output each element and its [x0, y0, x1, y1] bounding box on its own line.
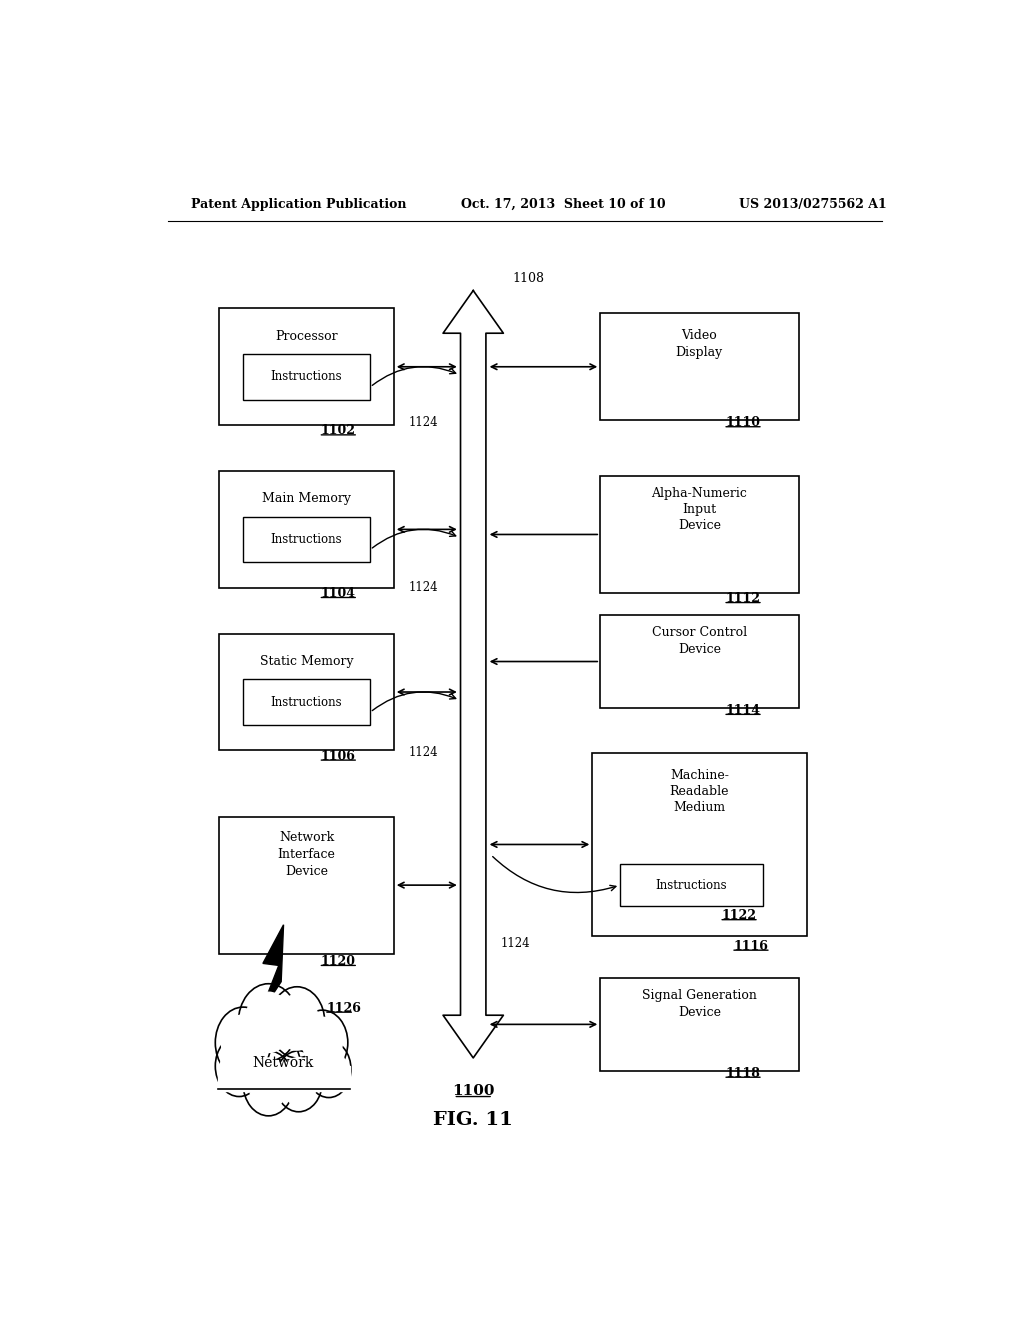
Circle shape — [215, 1036, 263, 1097]
Text: 1118: 1118 — [726, 1067, 761, 1080]
Text: Network: Network — [252, 1056, 313, 1071]
Text: 1100: 1100 — [452, 1085, 495, 1098]
Circle shape — [215, 1007, 270, 1078]
Circle shape — [239, 983, 299, 1061]
Circle shape — [311, 1047, 346, 1092]
Text: 1110: 1110 — [726, 416, 761, 429]
Text: 1114: 1114 — [726, 704, 761, 717]
Circle shape — [269, 987, 325, 1057]
Text: 1126: 1126 — [327, 1002, 361, 1015]
Text: Cursor Control
Device: Cursor Control Device — [652, 626, 746, 656]
Text: Main Memory: Main Memory — [262, 492, 351, 506]
Circle shape — [221, 1015, 265, 1071]
Polygon shape — [260, 925, 284, 1014]
Bar — [243, 516, 370, 562]
Circle shape — [275, 994, 318, 1051]
Text: US 2013/0275562 A1: US 2013/0275562 A1 — [739, 198, 887, 211]
Bar — [219, 634, 394, 751]
Bar — [219, 309, 394, 425]
Bar — [219, 817, 394, 954]
Text: 1112: 1112 — [726, 591, 761, 605]
Text: Instructions: Instructions — [270, 533, 342, 546]
Circle shape — [245, 993, 292, 1052]
Bar — [243, 680, 370, 725]
Bar — [600, 477, 799, 593]
Polygon shape — [443, 290, 504, 1057]
Bar — [600, 615, 799, 709]
Text: Processor: Processor — [275, 330, 338, 343]
Circle shape — [274, 1051, 323, 1111]
Text: Instructions: Instructions — [270, 696, 342, 709]
Text: 1106: 1106 — [321, 750, 355, 763]
Text: Video
Display: Video Display — [676, 330, 723, 359]
Text: Oct. 17, 2013  Sheet 10 of 10: Oct. 17, 2013 Sheet 10 of 10 — [461, 198, 666, 211]
Text: 1124: 1124 — [501, 937, 530, 949]
Bar — [592, 752, 807, 936]
Text: Network
Interface
Device: Network Interface Device — [278, 832, 336, 878]
Text: Patent Application Publication: Patent Application Publication — [191, 198, 407, 211]
Text: 1104: 1104 — [321, 587, 355, 599]
Text: 1124: 1124 — [409, 747, 438, 759]
Text: Alpha-Numeric
Input
Device: Alpha-Numeric Input Device — [651, 487, 748, 532]
Text: Static Memory: Static Memory — [260, 655, 353, 668]
Text: Instructions: Instructions — [655, 879, 727, 891]
Text: 1122: 1122 — [722, 909, 757, 923]
Bar — [620, 863, 763, 907]
Circle shape — [249, 1057, 289, 1109]
Circle shape — [243, 1051, 294, 1115]
Text: 1102: 1102 — [321, 424, 355, 437]
Bar — [219, 471, 394, 587]
Text: 1116: 1116 — [733, 940, 768, 953]
Circle shape — [297, 1010, 348, 1076]
Bar — [243, 354, 370, 400]
Circle shape — [303, 1018, 342, 1068]
Text: Signal Generation
Device: Signal Generation Device — [642, 989, 757, 1019]
Bar — [600, 313, 799, 420]
Text: 1124: 1124 — [409, 416, 438, 429]
Text: Machine-
Readable
Medium: Machine- Readable Medium — [670, 770, 729, 814]
Circle shape — [220, 1043, 258, 1090]
Text: FIG. 11: FIG. 11 — [433, 1111, 513, 1129]
Circle shape — [280, 1057, 317, 1105]
Text: 1108: 1108 — [513, 272, 545, 285]
Text: 1120: 1120 — [321, 954, 355, 968]
Bar — [600, 978, 799, 1071]
Circle shape — [306, 1040, 351, 1097]
Text: 1124: 1124 — [409, 581, 438, 594]
Text: Instructions: Instructions — [270, 371, 342, 383]
